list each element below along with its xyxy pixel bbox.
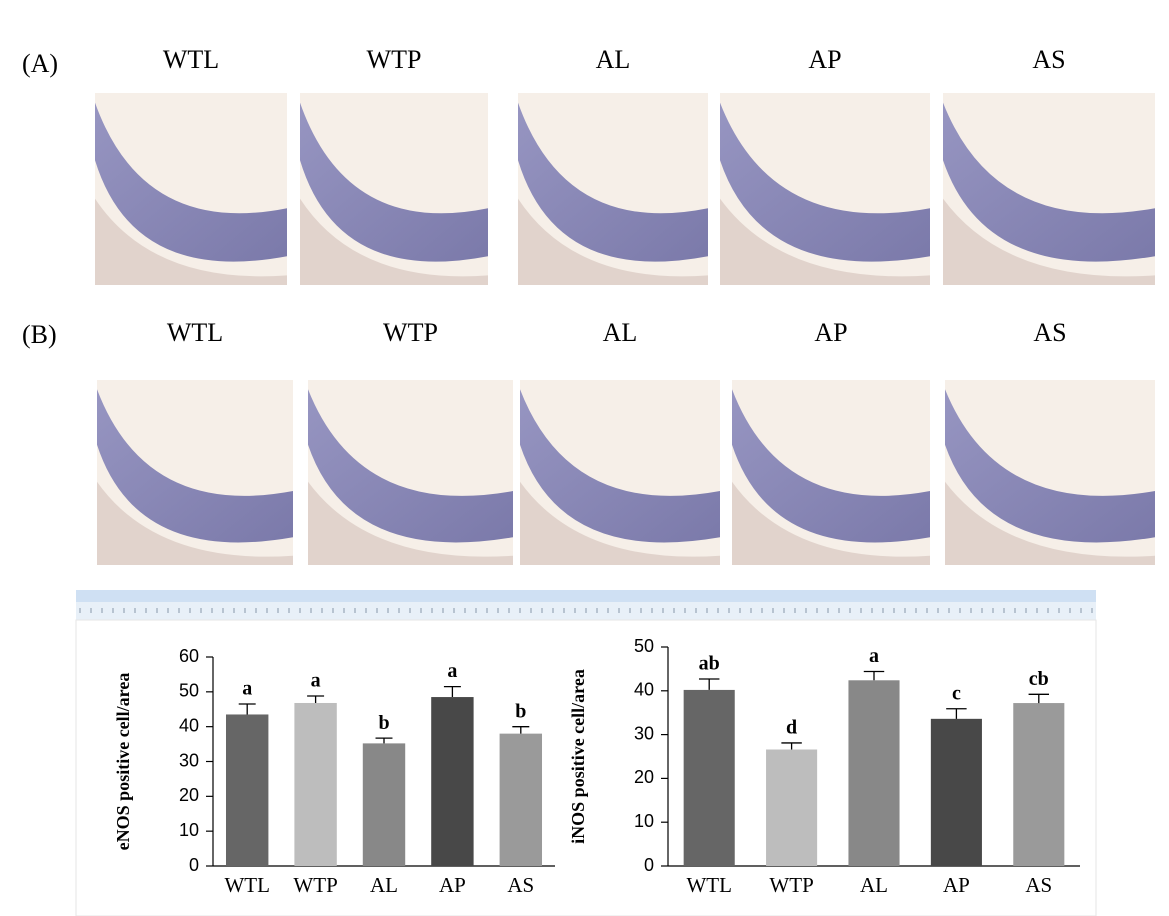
x-tick-label: AP xyxy=(943,873,970,897)
column-label: AP xyxy=(814,318,847,347)
y-tick-label: 10 xyxy=(634,811,654,831)
significance-label: a xyxy=(311,670,321,692)
tissue xyxy=(518,102,708,262)
micrographs xyxy=(95,93,1155,565)
y-tick-label: 30 xyxy=(634,723,654,743)
column-label: AP xyxy=(808,45,841,74)
tissue xyxy=(945,389,1155,543)
bar xyxy=(766,749,818,866)
x-tick-label: AP xyxy=(439,873,466,897)
tissue xyxy=(520,389,720,543)
y-tick-label: 50 xyxy=(634,636,654,656)
y-tick-label: 30 xyxy=(179,750,199,770)
bar xyxy=(225,714,269,866)
significance-label: cb xyxy=(1029,668,1049,690)
error-bar xyxy=(698,678,720,690)
tissue-lower xyxy=(300,198,488,285)
y-axis-label: eNOS positive cell/area xyxy=(113,673,133,851)
x-tick-label: AL xyxy=(860,873,888,897)
y-tick-label: 40 xyxy=(179,715,199,735)
tissue-lower xyxy=(97,481,293,565)
error-bar xyxy=(443,685,461,698)
bar xyxy=(362,743,406,866)
tissue xyxy=(300,102,488,262)
tissue-lower xyxy=(518,198,708,285)
panel-label: (B) xyxy=(22,320,57,349)
column-label: AS xyxy=(1033,318,1066,347)
error-bar xyxy=(863,670,885,681)
bar xyxy=(294,702,337,866)
x-tick-label: WTL xyxy=(224,873,269,897)
tissue xyxy=(97,389,293,543)
bar xyxy=(431,697,474,866)
significance-label: a xyxy=(869,645,879,667)
tissue xyxy=(732,389,930,543)
x-tick-label: AS xyxy=(507,873,534,897)
x-tick-label: AS xyxy=(1025,873,1052,897)
tissue xyxy=(943,102,1155,262)
column-label: WTP xyxy=(383,318,438,347)
y-tick-label: 20 xyxy=(634,767,654,787)
error-bar xyxy=(512,726,530,734)
tissue-lower xyxy=(520,481,720,565)
x-tick-label: AL xyxy=(370,873,398,897)
tissue-lower xyxy=(945,481,1155,565)
error-bar xyxy=(307,695,325,703)
x-tick-label: WTP xyxy=(293,873,337,897)
significance-label: ab xyxy=(699,653,720,675)
tissue-lower xyxy=(943,198,1155,285)
column-label: WTP xyxy=(367,45,422,74)
tissue xyxy=(308,389,513,543)
significance-label: b xyxy=(515,700,526,722)
significance-label: b xyxy=(378,712,389,734)
bar xyxy=(930,718,982,866)
y-tick-label: 50 xyxy=(179,681,199,701)
bar xyxy=(499,733,543,866)
y-axis-label: iNOS positive cell/area xyxy=(568,669,588,844)
x-tick-label: WTP xyxy=(769,873,813,897)
tissue-lower xyxy=(720,198,930,285)
tissue-lower xyxy=(308,481,513,565)
error-bar xyxy=(238,703,256,715)
x-tick-label: WTL xyxy=(686,873,731,897)
bar xyxy=(1013,703,1065,866)
tissue xyxy=(720,102,930,262)
y-tick-label: 0 xyxy=(189,855,199,875)
significance-label: a xyxy=(242,678,252,700)
significance-label: c xyxy=(952,682,961,704)
error-bar xyxy=(781,742,802,750)
y-tick-label: 20 xyxy=(179,785,199,805)
error-bar xyxy=(375,737,393,744)
significance-label: d xyxy=(786,717,797,739)
column-label: WTL xyxy=(163,45,219,74)
panel-label: (A) xyxy=(22,49,58,78)
bar xyxy=(683,689,735,866)
tissue xyxy=(95,102,287,262)
y-tick-label: 10 xyxy=(179,820,199,840)
error-bar xyxy=(946,708,967,719)
column-label: WTL xyxy=(167,318,223,347)
bar xyxy=(848,680,900,866)
error-bar xyxy=(1028,693,1050,704)
y-tick-label: 40 xyxy=(634,680,654,700)
significance-label: a xyxy=(447,660,457,682)
y-tick-label: 60 xyxy=(179,646,199,666)
column-label: AS xyxy=(1032,45,1065,74)
tissue-lower xyxy=(95,198,287,285)
column-label: AL xyxy=(596,45,631,74)
tissue-lower xyxy=(732,481,930,565)
column-label: AL xyxy=(603,318,638,347)
y-tick-label: 0 xyxy=(644,855,654,875)
